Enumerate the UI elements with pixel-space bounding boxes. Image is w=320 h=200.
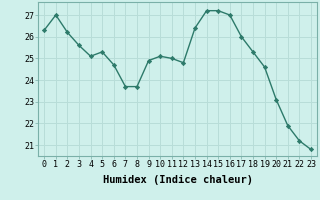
X-axis label: Humidex (Indice chaleur): Humidex (Indice chaleur) [103,175,252,185]
